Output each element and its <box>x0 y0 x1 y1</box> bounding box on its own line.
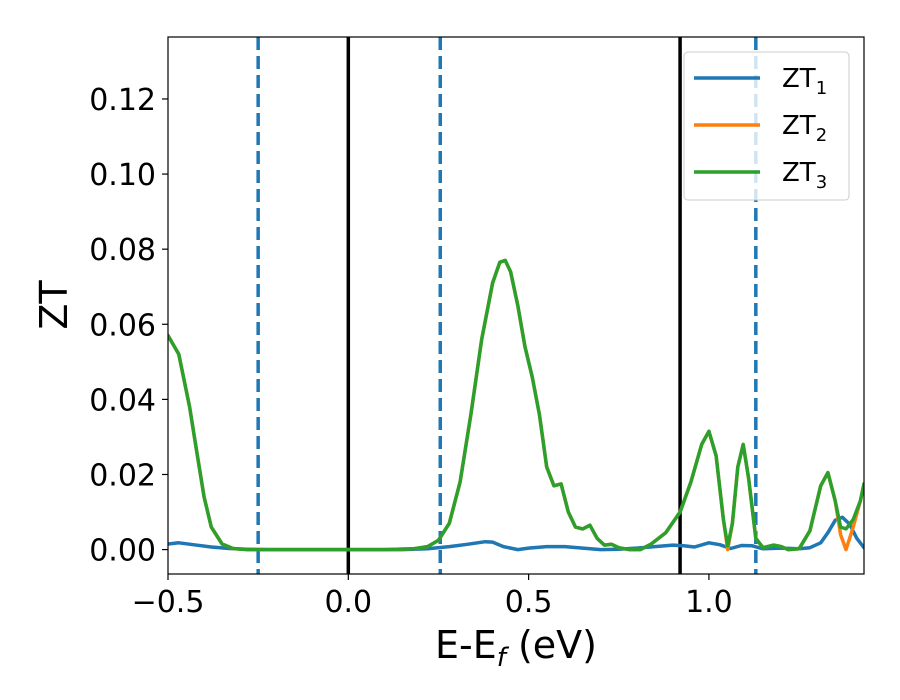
legend: ZT1 ZT2 ZT3 <box>683 51 850 201</box>
y-tick-label: 0.00 <box>89 534 156 569</box>
y-tick-label: 0.04 <box>89 383 156 418</box>
series-line-3 <box>168 258 864 552</box>
x-axis-label: E-Ef (eV) <box>435 623 597 673</box>
legend-label-1: ZT1 <box>782 64 827 99</box>
y-tick-label: 0.06 <box>89 308 156 343</box>
x-tick-label: −0.5 <box>132 585 205 620</box>
y-tick-label: 0.08 <box>89 233 156 268</box>
plot-frame <box>167 36 865 575</box>
x-tick-label: 0.0 <box>324 585 372 620</box>
y-tick-label: 0.10 <box>89 158 156 193</box>
legend-box <box>683 51 850 201</box>
y-axis-label: ZT <box>32 280 76 330</box>
x-tick-label: 1.0 <box>685 585 733 620</box>
y-tick-label: 0.12 <box>89 83 156 118</box>
legend-label-2: ZT2 <box>782 111 827 146</box>
x-tick-label: 0.5 <box>505 585 553 620</box>
y-axis: 0.00 0.02 0.04 0.06 0.08 0.10 0.12 <box>89 83 168 569</box>
series-layer <box>168 258 864 552</box>
reference-lines <box>256 37 758 574</box>
x-axis: −0.5 0.0 0.5 1.0 <box>132 574 733 620</box>
y-tick-label: 0.02 <box>89 458 156 493</box>
legend-label-3: ZT3 <box>782 158 827 193</box>
